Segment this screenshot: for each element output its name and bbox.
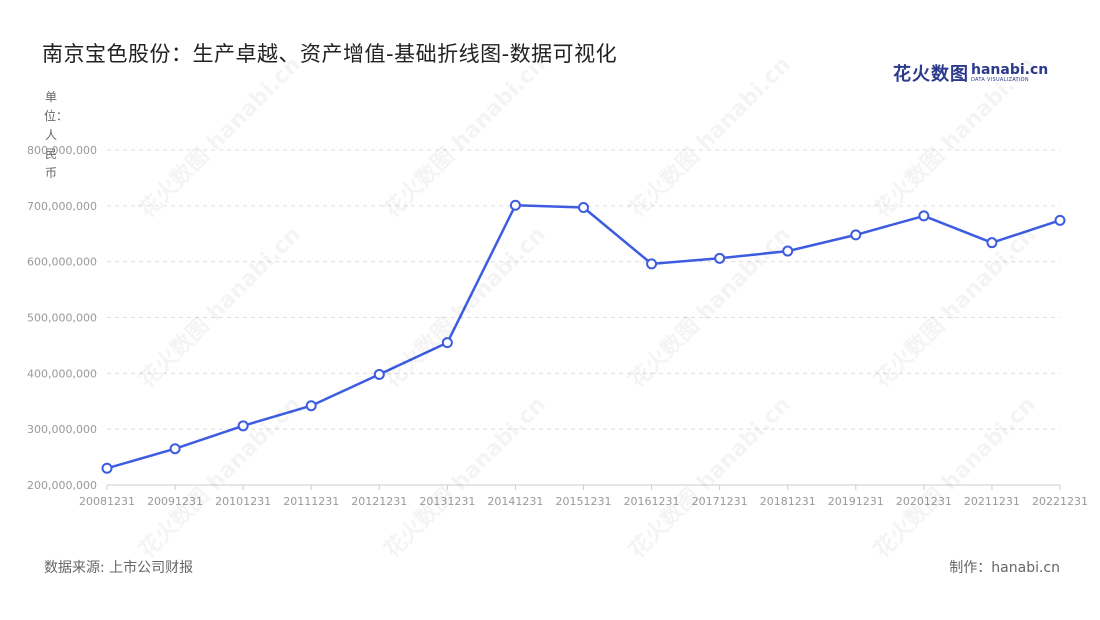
x-tick-label: 20111231 <box>283 495 339 508</box>
logo-cn-text: 花火数图 <box>893 64 969 85</box>
x-tick-label: 20131231 <box>419 495 475 508</box>
x-tick-label: 20181231 <box>760 495 816 508</box>
data-point <box>578 202 589 214</box>
x-tick-label: 20201231 <box>896 495 952 508</box>
y-tick-label: 400,000,000 <box>27 367 97 380</box>
y-tick-label: 300,000,000 <box>27 423 97 436</box>
x-tick-label: 20151231 <box>556 495 612 508</box>
data-point <box>101 462 113 474</box>
logo-en-text: hanabi.cn <box>971 62 1049 78</box>
x-tick-label: 20081231 <box>79 495 135 508</box>
data-point <box>986 237 998 249</box>
data-point <box>509 199 521 211</box>
maker-credit: 制作：hanabi.cn <box>949 560 1060 576</box>
x-tick-label: 20141231 <box>487 495 543 508</box>
data-point <box>441 337 453 349</box>
series-layer <box>101 199 1066 474</box>
x-tick-label: 20121231 <box>351 495 407 508</box>
data-point <box>850 229 862 241</box>
data-point <box>918 210 930 222</box>
data-point <box>782 245 794 257</box>
y-tick-label: 700,000,000 <box>27 200 97 213</box>
x-tick-label: 20161231 <box>624 495 680 508</box>
chart-title: 南京宝色股份：生产卓越、资产增值-基础折线图-数据可视化 <box>42 42 618 66</box>
y-tick-label: 600,000,000 <box>27 256 97 269</box>
y-tick-label: 500,000,000 <box>27 312 97 325</box>
grid-layer <box>107 149 1060 430</box>
brand-logo: 花火数图 hanabi.cn DATA VISUALIZATION <box>893 60 1048 86</box>
data-point <box>237 420 249 432</box>
data-source-note: 数据来源: 上市公司财报 <box>44 560 194 576</box>
data-point <box>373 368 385 380</box>
y-tick-label: 800,000,000 <box>27 144 97 157</box>
logo-sub-text: DATA VISUALIZATION <box>971 77 1029 83</box>
x-tick-label: 20091231 <box>147 495 203 508</box>
data-point <box>1054 214 1066 226</box>
x-tick-label: 20171231 <box>692 495 748 508</box>
x-tick-label: 20211231 <box>964 495 1020 508</box>
x-tick-label: 20191231 <box>828 495 884 508</box>
x-tick-label: 20101231 <box>215 495 271 508</box>
y-tick-label: 200,000,000 <box>27 479 97 492</box>
data-point <box>305 400 317 412</box>
axis-layer: 200,000,000 300,000,000 400,000,000 500,000… <box>27 144 1088 508</box>
x-tick-label: 20221231 <box>1032 495 1088 508</box>
data-point <box>714 252 726 264</box>
data-point <box>169 443 181 455</box>
data-point <box>646 258 658 270</box>
